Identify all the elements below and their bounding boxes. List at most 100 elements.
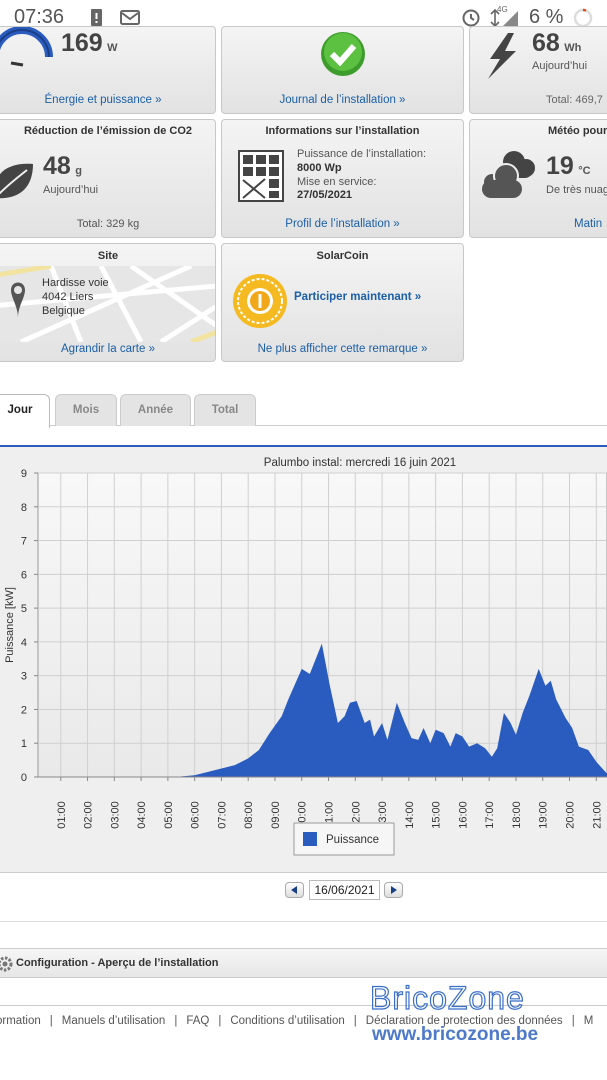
weather-value-line: 19 °C (546, 152, 591, 181)
production-unit: Wh (564, 42, 582, 54)
production-card: 68 Wh Aujourd’hui Total: 469,7 (469, 26, 607, 114)
y-tick-label: 2 (21, 704, 27, 716)
weather-link[interactable]: Matin (574, 218, 603, 230)
y-tick-label: 0 (21, 772, 27, 784)
legend-label: Puissance (326, 834, 379, 846)
system-icons (462, 8, 518, 28)
energy-unit: W (107, 42, 118, 54)
x-tick-label: 13:00 (377, 801, 389, 829)
legend-swatch (303, 832, 317, 846)
x-tick-label: 15:00 (431, 801, 443, 829)
weather-value: 19 (546, 152, 574, 180)
info-card: Informations sur l’installation Puissanc… (221, 119, 464, 238)
weather-title: Météo pour (548, 125, 607, 137)
co2-unit: g (75, 165, 82, 177)
journal-card: Journal de l’installation » (221, 26, 464, 114)
y-tick-label: 8 (21, 502, 27, 514)
energy-value-line: 169 W (61, 29, 118, 58)
y-tick-label: 6 (21, 569, 27, 581)
watermark-brand: BricoZone (369, 979, 525, 1016)
x-tick-label: 04:00 (136, 801, 148, 829)
site-street: Hardisse voie (42, 277, 109, 289)
tab-bar-line (0, 425, 607, 426)
energy-link[interactable]: Énergie et puissance » (44, 94, 162, 106)
x-tick-label: 12:00 (350, 801, 362, 829)
production-value: 68 (532, 29, 560, 57)
energy-card: 169 W Énergie et puissance » (0, 26, 216, 114)
site-card: Site Hardisse voie 4042 Liers Belgique A… (0, 243, 216, 362)
journal-link[interactable]: Journal de l’installation » (279, 94, 406, 106)
y-tick-label: 1 (21, 738, 27, 750)
weather-sub: De très nuag (546, 184, 607, 196)
footer-link[interactable]: M (583, 1015, 594, 1027)
solarcoin-title: SolarCoin (316, 250, 369, 262)
solarcoin-icon (233, 274, 287, 328)
x-tick-label: 19:00 (538, 801, 550, 829)
map (0, 266, 215, 342)
weather-unit: °C (578, 165, 591, 177)
co2-card: Réduction de l’émission de CO2 48 g Aujo… (0, 119, 216, 238)
production-sub: Aujourd’hui (532, 60, 588, 72)
y-tick-label: 3 (21, 671, 27, 683)
info-date: 27/05/2021 (297, 189, 353, 201)
co2-value-line: 48 g (43, 152, 82, 181)
footer-link[interactable]: Manuels d’utilisation (61, 1015, 166, 1027)
x-tick-label: 03:00 (109, 801, 121, 829)
divider (0, 921, 607, 922)
date-next[interactable] (384, 882, 403, 898)
site-title: Site (97, 250, 119, 262)
x-tick-label: 08:00 (243, 801, 255, 829)
solarcoin-link[interactable]: Ne plus afficher cette remarque » (257, 343, 428, 355)
x-tick-label: 09:00 (270, 801, 282, 829)
footer-link[interactable]: Conditions d’utilisation (230, 1015, 345, 1027)
leaf-icon (0, 163, 33, 199)
info-power-label: Puissance de l’installation: (297, 148, 427, 160)
tab-day[interactable]: Jour (0, 394, 50, 428)
co2-sub: Aujourd’hui (43, 184, 99, 196)
production-total: Total: 469,7 (546, 94, 603, 106)
lightning-icon (488, 33, 516, 79)
footer-separator: | (174, 1015, 178, 1027)
prev-arrow (291, 886, 297, 894)
info-date-label: Mise en service: (297, 176, 377, 188)
x-tick-label: 05:00 (163, 801, 175, 829)
x-tick-label: 01:00 (56, 801, 68, 829)
x-tick-label: 10:00 (297, 801, 309, 829)
date-prev[interactable] (285, 882, 304, 898)
panel-icon (238, 150, 284, 202)
footer-separator: | (218, 1015, 222, 1027)
solarcoin-cta[interactable]: Participer maintenant » (294, 291, 422, 303)
x-tick-label: 02:00 (83, 801, 95, 829)
footer-link[interactable]: ormation (0, 1015, 41, 1027)
y-tick-label: 4 (21, 637, 27, 649)
footer-link[interactable]: Déclaration de protection des données (365, 1015, 563, 1027)
y-tick-label: 7 (21, 536, 27, 548)
footer-separator: | (571, 1015, 575, 1027)
config-bar[interactable]: Configuration - Aperçu de l’installation (0, 948, 607, 978)
tab-year[interactable]: Année (120, 394, 191, 426)
network-type: 4G (497, 5, 508, 14)
info-title: Informations sur l’installation (265, 125, 420, 137)
date-field[interactable]: 16/06/2021 (309, 880, 380, 900)
co2-title: Réduction de l’émission de CO2 (23, 125, 193, 137)
site-link[interactable]: Agrandir la carte » (61, 343, 155, 355)
production-value-line: 68 Wh (532, 29, 581, 58)
weather-card: Météo pour 19 °C De très nuag Matin (469, 119, 607, 238)
x-tick-label: 14:00 (404, 801, 416, 829)
footer-links: ormation | Manuels d’utilisation | FAQ | Condi… (0, 1015, 593, 1027)
footer-separator: | (353, 1015, 357, 1027)
watermark-url: www.bricozone.be (372, 1024, 539, 1045)
info-link[interactable]: Profil de l’installation » (285, 218, 400, 230)
tab-total[interactable]: Total (194, 394, 256, 426)
clock: 07:36 (14, 6, 65, 28)
x-tick-label: 18:00 (511, 801, 523, 829)
footer-link[interactable]: FAQ (186, 1015, 210, 1027)
notification-icons (91, 9, 140, 26)
co2-total: Total: 329 kg (76, 218, 140, 230)
battery-level: 6 % (529, 6, 564, 28)
tab-month[interactable]: Mois (55, 394, 117, 426)
gear-icon (0, 956, 13, 972)
co2-value: 48 (43, 152, 71, 180)
site-city: 4042 Liers (42, 291, 94, 303)
